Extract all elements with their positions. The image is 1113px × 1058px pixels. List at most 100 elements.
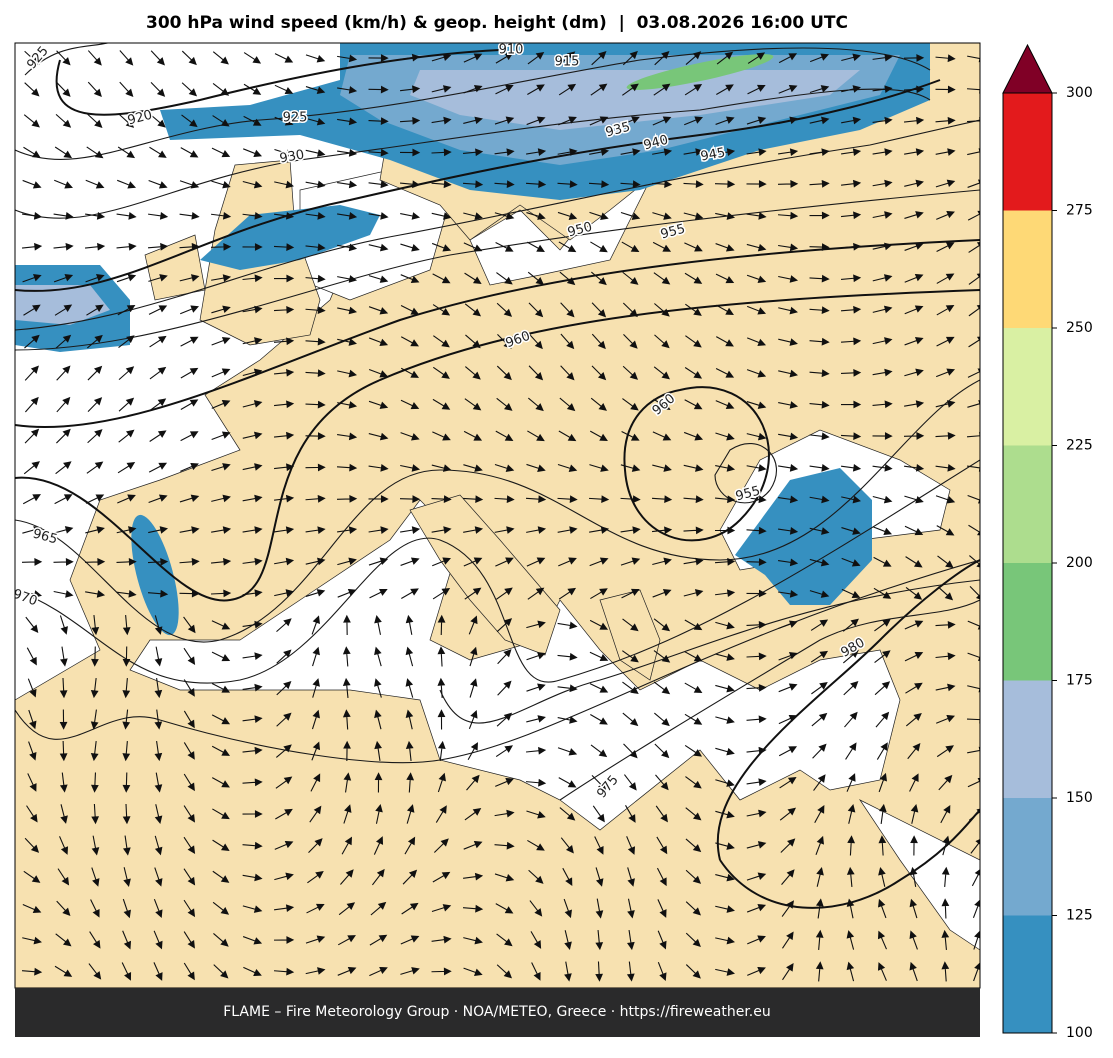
wind-arrow — [464, 398, 482, 411]
wind-arrow — [941, 866, 950, 888]
contour — [15, 119, 980, 331]
colorbar-segment — [1003, 563, 1052, 681]
wind-arrow — [242, 368, 263, 377]
wind-arrow — [564, 961, 572, 982]
wind-arrow — [621, 430, 640, 441]
wind-arrow — [305, 557, 326, 566]
wind-arrow — [840, 211, 862, 220]
wind-arrow — [116, 589, 137, 598]
wind-arrow — [936, 242, 955, 253]
wind-arrow — [685, 807, 702, 821]
wind-arrow — [183, 899, 196, 918]
wind-arrow — [904, 179, 924, 188]
wind-arrow — [122, 646, 131, 667]
red-sea — [858, 799, 980, 951]
wind-arrow — [119, 50, 134, 66]
wind-arrow — [591, 51, 607, 66]
wind-arrow — [684, 682, 703, 694]
wind-arrow — [88, 963, 102, 980]
wind-arrow — [557, 621, 578, 630]
wind-arrow — [627, 867, 635, 887]
wind-arrow — [878, 803, 887, 824]
wind-arrow — [840, 369, 862, 377]
wind-arrow — [496, 933, 513, 947]
wind-arrow — [778, 652, 798, 661]
wind-arrow — [405, 646, 414, 667]
wind-arrow — [846, 961, 855, 982]
wind-arrow — [557, 211, 578, 220]
wind-arrow — [369, 966, 388, 977]
wind-arrow — [935, 179, 956, 188]
wind-arrow — [497, 334, 512, 349]
wind-arrow — [814, 805, 825, 824]
wind-arrow — [53, 212, 74, 220]
wind-arrow — [342, 677, 351, 699]
wind-arrow — [595, 898, 604, 919]
colorbar-tick-label: 150 — [1066, 790, 1093, 806]
wind-arrow — [715, 968, 735, 976]
wind-arrow — [935, 495, 956, 504]
wind-arrow — [148, 526, 169, 534]
wind-arrow — [877, 930, 888, 950]
wind-arrow — [685, 776, 702, 789]
wind-arrow — [308, 838, 323, 854]
wind-arrow — [809, 369, 830, 378]
wind-arrow — [846, 898, 855, 919]
wind-arrow — [622, 271, 639, 285]
wind-arrow — [589, 683, 609, 693]
wind-arrow — [715, 684, 735, 693]
wind-arrow — [683, 464, 704, 472]
wind-arrow — [154, 615, 163, 635]
wind-arrow — [400, 243, 420, 252]
wind-arrow — [212, 901, 230, 915]
colorbar-segment — [1003, 210, 1052, 328]
wind-arrow — [843, 680, 859, 696]
wind-arrow — [464, 366, 481, 380]
wind-arrow — [651, 180, 673, 189]
wind-arrow — [25, 616, 39, 634]
wind-arrow — [242, 652, 263, 660]
wind-arrow — [400, 464, 421, 472]
wind-arrow — [123, 867, 131, 887]
wind-arrow — [746, 148, 767, 156]
wind-arrow — [275, 744, 292, 758]
wind-arrow — [815, 898, 824, 919]
colorbar-segment — [1003, 915, 1052, 1033]
wind-arrow — [305, 463, 326, 472]
wind-arrow — [368, 306, 389, 315]
wind-arrow — [714, 557, 736, 566]
wind-arrow — [336, 463, 358, 472]
wind-arrow — [343, 614, 351, 636]
wind-arrow — [117, 494, 136, 504]
wind-arrow — [557, 463, 578, 472]
wind-arrow — [840, 337, 862, 346]
wind-arrow — [431, 464, 452, 472]
wind-arrow — [437, 646, 446, 667]
wind-arrow — [840, 305, 862, 314]
wind-arrow — [180, 431, 199, 442]
wind-arrow — [653, 272, 671, 285]
wind-arrow — [654, 51, 670, 66]
wind-arrow — [154, 835, 163, 856]
wind-arrow — [368, 243, 389, 252]
wind-arrow — [935, 148, 956, 156]
wind-arrow — [276, 649, 292, 664]
wind-arrow — [183, 805, 196, 823]
wind-arrow — [715, 810, 735, 819]
wind-arrow — [778, 464, 799, 472]
wind-arrow — [273, 368, 295, 377]
wind-arrow — [86, 146, 104, 159]
wind-arrow — [337, 275, 358, 283]
wind-arrow — [211, 180, 231, 189]
wind-arrow — [432, 587, 451, 600]
wind-arrow — [653, 681, 671, 695]
wind-arrow — [183, 647, 196, 666]
colorbar-segment — [1003, 328, 1052, 446]
wind-arrow — [746, 903, 767, 913]
wind-arrow — [620, 211, 641, 220]
contour-label: 925 — [283, 111, 308, 126]
wind-arrow — [564, 930, 572, 950]
wind-arrow — [312, 646, 320, 667]
wind-arrow — [747, 935, 766, 945]
wind-arrow — [778, 683, 798, 693]
